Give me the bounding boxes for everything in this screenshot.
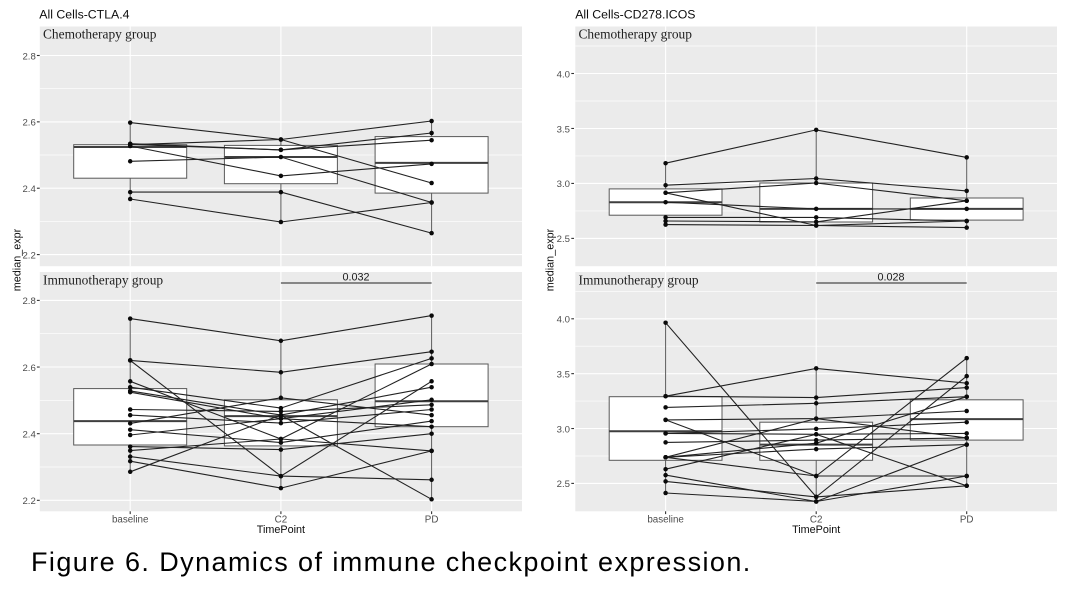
svg-text:TimePoint: TimePoint <box>257 524 305 536</box>
svg-text:median_expr: median_expr <box>544 228 556 291</box>
svg-text:C2: C2 <box>275 514 288 525</box>
svg-text:All Cells-CTLA.4: All Cells-CTLA.4 <box>39 8 129 22</box>
svg-text:3.5: 3.5 <box>557 124 570 135</box>
svg-text:Figure 6. Dynamics of immune c: Figure 6. Dynamics of immune checkpoint … <box>31 547 752 577</box>
svg-text:2.2: 2.2 <box>22 496 35 507</box>
svg-text:2.4: 2.4 <box>22 184 36 195</box>
svg-text:baseline: baseline <box>647 514 684 525</box>
svg-text:3.0: 3.0 <box>557 179 570 190</box>
svg-text:TimePoint: TimePoint <box>792 524 840 536</box>
svg-text:PD: PD <box>960 514 974 525</box>
svg-text:2.2: 2.2 <box>22 250 35 261</box>
svg-text:Immunotherapy group: Immunotherapy group <box>43 272 163 287</box>
svg-text:2.5: 2.5 <box>557 479 570 490</box>
svg-text:4.0: 4.0 <box>557 69 570 80</box>
svg-text:2.8: 2.8 <box>22 51 35 62</box>
svg-text:PD: PD <box>425 514 439 525</box>
svg-text:2.6: 2.6 <box>22 118 35 129</box>
svg-text:4.0: 4.0 <box>557 315 570 326</box>
svg-text:3.0: 3.0 <box>557 424 570 435</box>
svg-text:0.032: 0.032 <box>342 272 369 284</box>
svg-text:Immunotherapy group: Immunotherapy group <box>579 272 699 287</box>
svg-text:2.5: 2.5 <box>557 234 570 245</box>
svg-text:median_expr: median_expr <box>11 228 23 291</box>
svg-text:2.8: 2.8 <box>22 296 35 307</box>
svg-text:Chemotherapy group: Chemotherapy group <box>43 27 157 42</box>
svg-text:0.028: 0.028 <box>877 272 904 284</box>
svg-text:3.5: 3.5 <box>557 370 570 381</box>
svg-text:All Cells-CD278.ICOS: All Cells-CD278.ICOS <box>575 8 695 22</box>
svg-text:Chemotherapy group: Chemotherapy group <box>579 27 693 42</box>
svg-text:baseline: baseline <box>112 514 149 525</box>
svg-text:2.4: 2.4 <box>22 430 36 441</box>
svg-text:2.6: 2.6 <box>22 363 35 374</box>
svg-text:C2: C2 <box>810 514 823 525</box>
